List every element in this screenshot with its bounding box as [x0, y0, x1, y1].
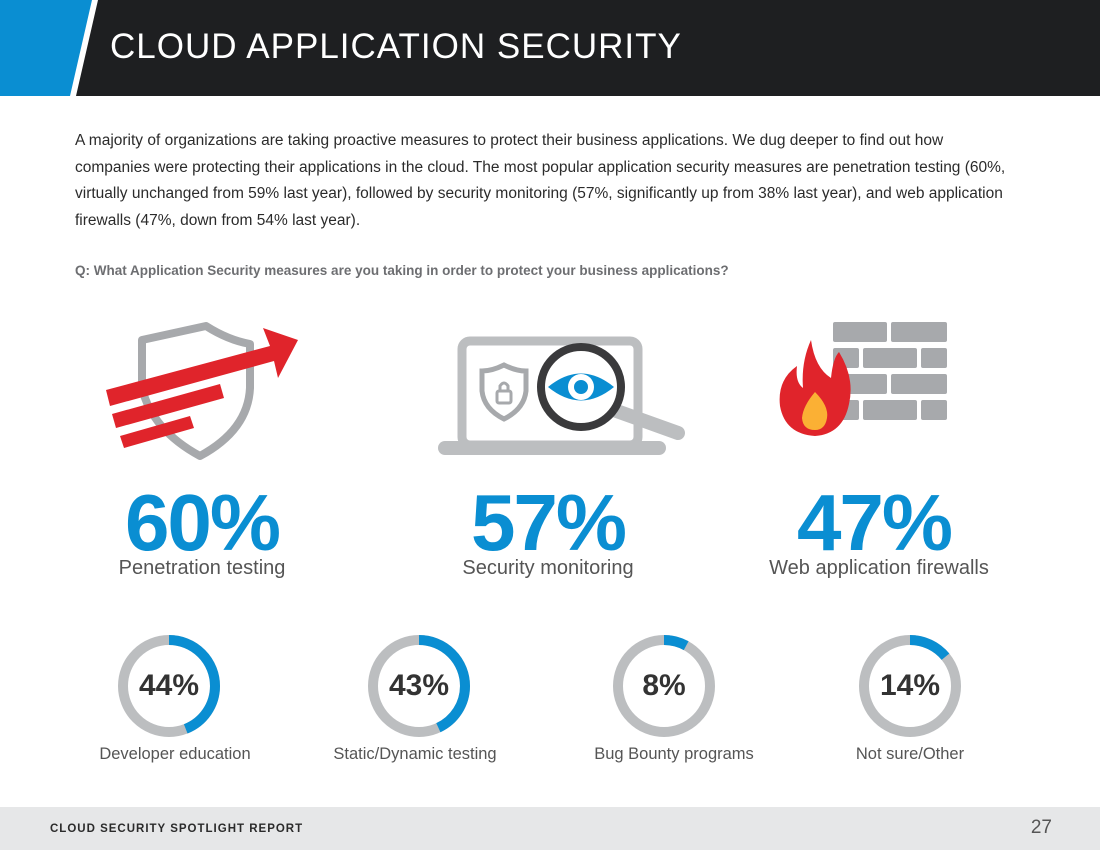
header-blue-accent — [0, 0, 92, 96]
donut-arc-not-sure-other — [859, 635, 961, 737]
donut-label-developer-education: Developer education — [99, 745, 251, 763]
stat-label-security-monitoring: Security monitoring — [462, 557, 634, 579]
donut-value-static-dynamic-testing: 43% — [388, 669, 450, 702]
survey-question: Q: What Application Security measures ar… — [75, 263, 729, 278]
donut-value-developer-education: 44% — [138, 669, 200, 702]
header-banner — [0, 0, 1100, 96]
donut-chart-static-dynamic-testing — [368, 635, 470, 737]
stat-value-security-monitoring: 57% — [470, 478, 627, 567]
donut-arc-static-dynamic-testing — [368, 635, 470, 737]
page-title: CLOUD APPLICATION SECURITY — [110, 27, 682, 66]
donut-chart-not-sure-other — [859, 635, 961, 737]
stat-value-web-application-firewalls: 47% — [796, 478, 953, 567]
stat-value-penetration-testing: 60% — [124, 478, 281, 567]
report-name: CLOUD SECURITY SPOTLIGHT REPORT — [50, 823, 304, 835]
donut-label-static-dynamic-testing: Static/Dynamic testing — [333, 745, 497, 763]
donut-chart-bug-bounty-programs — [613, 635, 715, 737]
firewall-icon — [779, 322, 947, 436]
laptop-eye-magnifier-icon — [438, 336, 685, 455]
donut-label-not-sure-other: Not sure/Other — [855, 745, 965, 763]
donut-value-not-sure-other: 14% — [879, 669, 941, 702]
page-number: 27 — [1030, 817, 1052, 838]
page-header: CLOUD APPLICATION SECURITY — [0, 0, 1100, 96]
donut-chart-developer-education — [118, 635, 220, 737]
donut-arc-bug-bounty-programs — [613, 635, 715, 737]
donut-label-bug-bounty-programs: Bug Bounty programs — [594, 745, 754, 763]
shield-arrow-icon — [106, 322, 298, 460]
donut-value-bug-bounty-programs: 8% — [642, 669, 686, 702]
stat-label-web-application-firewalls: Web application firewalls — [769, 557, 989, 579]
page-footer: CLOUD SECURITY SPOTLIGHT REPORT 27 — [0, 807, 1100, 850]
intro-paragraph: A majority of organizations are taking p… — [75, 132, 1006, 229]
donut-arc-developer-education — [118, 635, 220, 737]
header-dark-band — [76, 0, 1100, 96]
stat-label-penetration-testing: Penetration testing — [118, 557, 286, 579]
